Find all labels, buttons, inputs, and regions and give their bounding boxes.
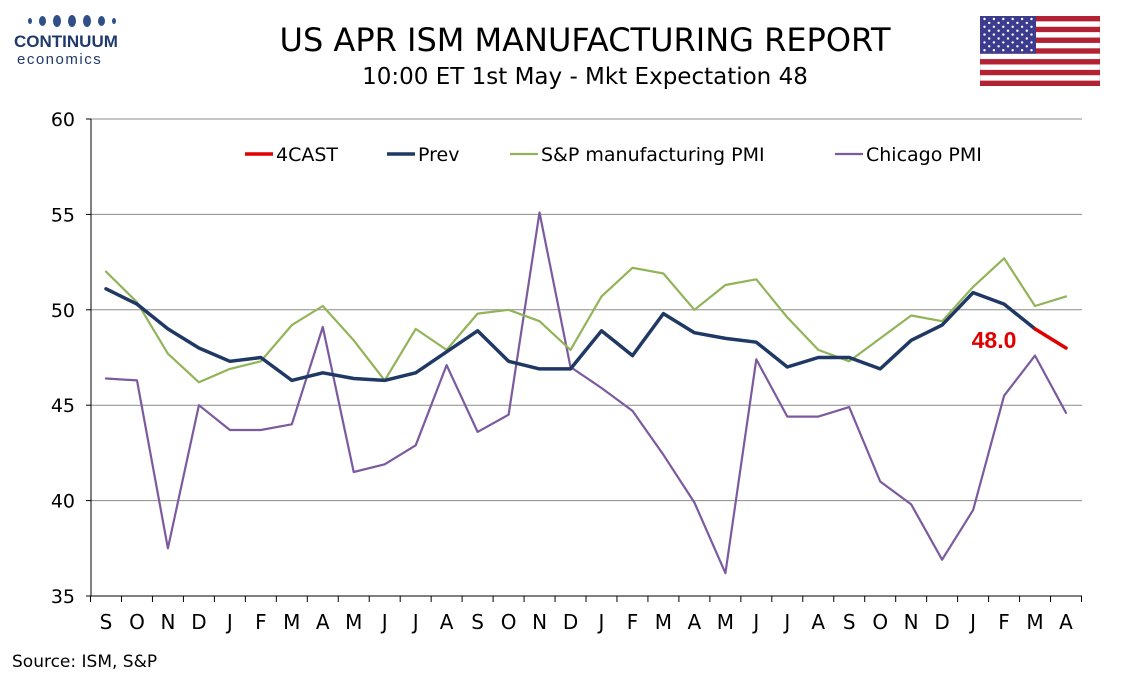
x-tick-label: O <box>872 610 888 634</box>
legend-label: Chicago PMI <box>866 144 982 166</box>
x-tick-label: F <box>255 610 267 634</box>
x-tick-label: N <box>532 610 547 634</box>
y-tick-label: 35 <box>51 586 75 608</box>
legend-label: Prev <box>418 144 459 166</box>
x-tick-label: O <box>129 610 145 634</box>
y-tick-label: 60 <box>51 109 75 131</box>
x-tick-label: S <box>471 610 484 634</box>
x-tick-label: N <box>160 610 175 634</box>
chart-title: US APR ISM MANUFACTURING REPORT <box>279 21 891 59</box>
x-tick-label: J <box>380 610 388 634</box>
x-tick-label: S <box>843 610 856 634</box>
grid-lines <box>86 118 1082 597</box>
x-tick-label: D <box>191 610 206 634</box>
x-tick-label: J <box>225 610 233 634</box>
x-tick-label: O <box>501 610 517 634</box>
x-tick-label: J <box>597 610 605 634</box>
axes <box>90 119 1082 597</box>
x-tick-label: N <box>904 610 919 634</box>
annotations: 48.0 <box>972 327 1017 353</box>
x-tick-label: A <box>316 610 330 634</box>
x-tick-label: F <box>627 610 639 634</box>
x-tick-label: A <box>1059 610 1073 634</box>
x-tick-label: M <box>717 610 734 634</box>
series-line-s-p-manufacturing-pmi <box>104 257 1068 384</box>
x-tick-label: M <box>655 610 672 634</box>
logo-name: CONTINUUM <box>14 32 118 51</box>
x-tick-label: J <box>411 610 419 634</box>
x-tick-label: D <box>563 610 578 634</box>
y-tick-labels: 35 40 45 50 55 60 <box>51 109 75 608</box>
legend-label: S&P manufacturing PMI <box>541 144 765 166</box>
legend-label: 4CAST <box>276 144 338 166</box>
forecast-value-label: 48.0 <box>972 327 1017 353</box>
source-note: Source: ISM, S&P <box>12 652 158 672</box>
y-tick-label: 45 <box>51 395 75 417</box>
continuum-economics-logo: CONTINUUM economics <box>14 12 134 74</box>
series-lines <box>104 211 1068 575</box>
x-tick-label: F <box>998 610 1010 634</box>
legend: 4CAST Prev S&P manufacturing PMI Chicago PM… <box>245 144 982 166</box>
x-tick-label: A <box>811 610 825 634</box>
x-tick-label: J <box>782 610 790 634</box>
y-tick-label: 40 <box>51 491 75 513</box>
x-tick-label: J <box>968 610 976 634</box>
logo-sub: economics <box>17 51 103 68</box>
y-tick-label: 50 <box>51 300 75 322</box>
x-tick-label: M <box>283 610 300 634</box>
series-line-4cast <box>1033 327 1068 350</box>
x-tick-label: M <box>1026 610 1043 634</box>
x-tick-label: A <box>440 610 454 634</box>
y-tick-label: 55 <box>51 204 75 226</box>
x-tick-label: D <box>934 610 949 634</box>
us-flag-icon <box>980 16 1100 86</box>
x-tick-label: J <box>751 610 759 634</box>
chart-subtitle: 10:00 ET 1st May - Mkt Expectation 48 <box>362 64 808 90</box>
series-line-chicago-pmi <box>104 211 1068 575</box>
series-line-prev <box>104 287 1037 383</box>
x-tick-label: M <box>345 610 362 634</box>
x-tick-label: S <box>100 610 113 634</box>
logo-dots-icon <box>28 12 134 30</box>
x-tick-label: A <box>688 610 702 634</box>
